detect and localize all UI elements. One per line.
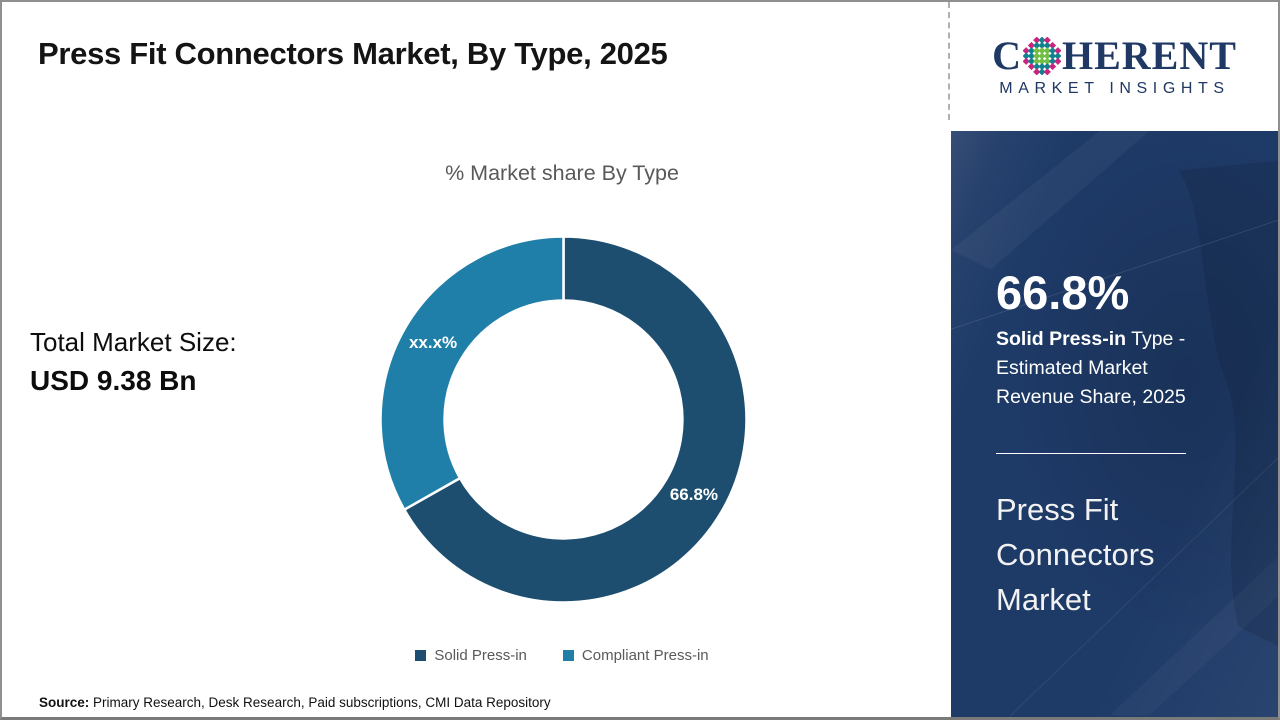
- donut-slice-label-solid-press-in: 66.8%: [670, 485, 718, 504]
- coherent-wordmark: C HERENT: [992, 32, 1237, 78]
- sidebar-divider: [996, 453, 1186, 454]
- donut-slice-solid-press-in: [402, 235, 748, 604]
- total-market-size-block: Total Market Size: USD 9.38 Bn: [30, 327, 237, 397]
- source-text: Primary Research, Desk Research, Paid su…: [89, 695, 551, 710]
- sidebar-map-texture: [951, 131, 1278, 716]
- sidebar-desc-rest: Type - Estimated Market Revenue Share, 2…: [996, 328, 1186, 408]
- sidebar-market-name: Press Fit Connectors Market: [996, 492, 1155, 617]
- coherent-wordmark-c: C: [992, 32, 1022, 78]
- legend-item-compliant-press-in: Compliant Press-in: [562, 647, 709, 664]
- source-line: Source: Primary Research, Desk Research,…: [39, 695, 551, 710]
- donut-chart-svg: 66.8% xx.x%: [379, 235, 748, 604]
- legend-label-solid-press-in: Solid Press-in: [434, 647, 527, 664]
- donut-slice-compliant-press-in: [379, 235, 565, 512]
- chart-title: % Market share By Type: [445, 161, 679, 185]
- donut-chart: 66.8% xx.x%: [379, 235, 748, 604]
- page-title: Press Fit Connectors Market, By Type, 20…: [38, 36, 668, 71]
- sidebar-headline-desc: Solid Press-in Type - Estimated Market R…: [996, 325, 1210, 412]
- coherent-globe-icon: [1022, 36, 1061, 75]
- total-market-size-value: USD 9.38 Bn: [30, 365, 197, 396]
- legend-item-solid-press-in: Solid Press-in: [415, 647, 527, 664]
- coherent-logo: C HERENT MARKET INSIGHTS: [951, 2, 1278, 131]
- total-market-size-label: Total Market Size:: [30, 327, 237, 357]
- sidebar-desc-bold: Solid Press-in: [996, 328, 1127, 350]
- coherent-wordmark-rest: HERENT: [1061, 32, 1237, 78]
- legend-swatch-compliant-press-in: [562, 650, 574, 661]
- legend-label-compliant-press-in: Compliant Press-in: [581, 647, 709, 664]
- sidebar-headline-value: 66.8%: [996, 266, 1130, 319]
- source-label: Source:: [39, 695, 90, 710]
- legend-swatch-solid-press-in: [415, 650, 427, 661]
- logo-dashed-divider: [948, 2, 950, 120]
- coherent-tagline: MARKET INSIGHTS: [999, 79, 1230, 97]
- donut-slice-label-compliant-press-in: xx.x%: [409, 333, 457, 352]
- chart-legend: Solid Press-in Compliant Press-in: [332, 647, 792, 664]
- right-sidebar: 66.8% Solid Press-in Type - Estimated Ma…: [951, 131, 1278, 717]
